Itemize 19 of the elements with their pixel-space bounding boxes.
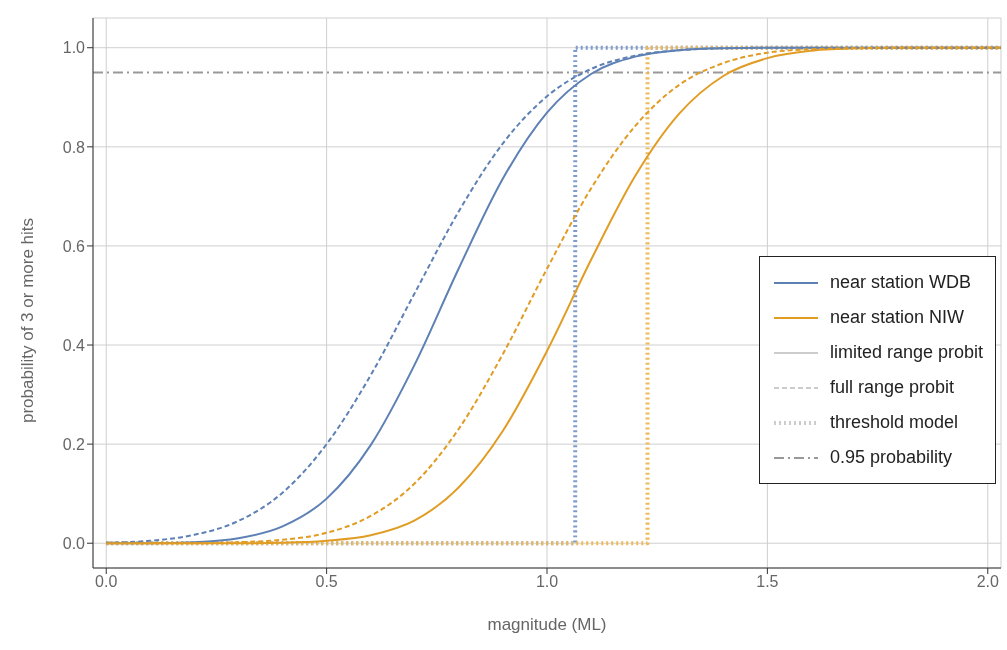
x-tick-label: 1.5	[756, 573, 779, 591]
legend-label: near station NIW	[829, 307, 964, 328]
y-tick-label: 0.0	[62, 534, 86, 552]
annotation: limited range probit	[829, 342, 983, 363]
y-tick-label: 1.0	[62, 39, 86, 57]
x-tick-label: 0.5	[315, 573, 338, 591]
x-axis-title: magnitude (ML)	[487, 615, 607, 634]
y-axis-title: probability of 3 or more hits	[18, 217, 38, 423]
legend-label: near station WDB	[829, 272, 971, 293]
annotation: threshold model	[829, 412, 958, 433]
y-tick-label: 0.2	[62, 435, 86, 453]
y-tick-label: 0.6	[62, 237, 86, 255]
x-tick-label: 2.0	[976, 573, 999, 591]
legend-label: 0.95 probability	[829, 447, 952, 468]
annotation: full range probit	[829, 377, 954, 398]
x-tick-label: 0.0	[95, 573, 118, 591]
x-tick-label: 1.0	[535, 573, 559, 591]
y-tick-label: 0.4	[62, 336, 86, 354]
y-tick-label: 0.8	[62, 138, 86, 156]
